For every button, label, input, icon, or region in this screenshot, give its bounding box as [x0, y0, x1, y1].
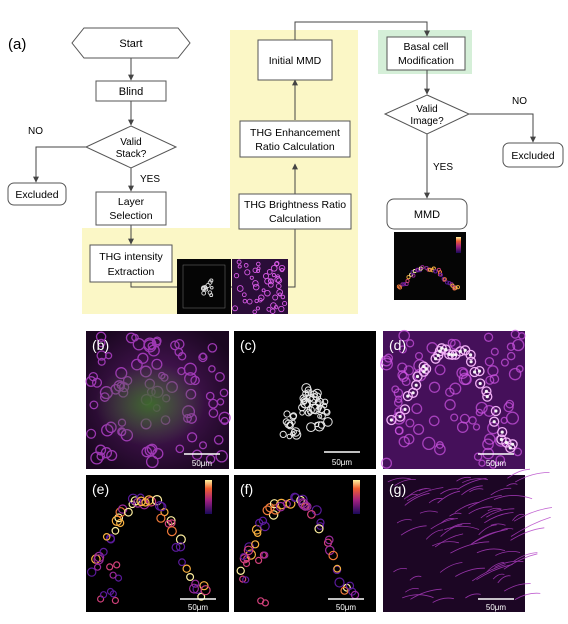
- panel-g-scale-label: 50μm: [486, 603, 507, 612]
- initial-mmd-label: Initial MMD: [269, 55, 322, 67]
- thg-enhancement-node: [239, 120, 351, 158]
- layer-selection-node: [95, 191, 167, 226]
- initial-mmd-node: [257, 39, 333, 81]
- panel-f-scale-label: 50μm: [336, 603, 357, 612]
- mmd-node: [386, 198, 468, 230]
- yes-left-label: YES: [140, 174, 160, 185]
- panel-f-label: (f): [240, 481, 253, 497]
- yes-right-label: YES: [433, 162, 453, 173]
- panel-b-label: (b): [92, 337, 109, 353]
- panel-e-label: (e): [92, 481, 109, 497]
- panel-c-label: (c): [240, 337, 256, 353]
- panel-f-colorbar: [353, 480, 360, 514]
- panel-d-scale-label: 50μm: [486, 459, 507, 468]
- thg-intensity-line2: Extraction: [108, 266, 155, 278]
- basal-cell-node: [386, 36, 466, 71]
- panel-e-scale-label: 50μm: [188, 603, 209, 612]
- thg-enhancement-line1: THG Enhancement: [250, 127, 340, 139]
- excluded-left-node: [7, 182, 67, 206]
- start-label: Start: [119, 38, 142, 50]
- panel-c-scale-label: 50μm: [332, 458, 353, 467]
- excluded-right-node: [502, 142, 564, 168]
- start-node: [71, 27, 191, 59]
- no-right-label: NO: [512, 96, 527, 107]
- valid-stack-decision: [84, 125, 178, 169]
- excluded-left-label: Excluded: [15, 189, 58, 201]
- highlight-yellow-region: [82, 30, 358, 314]
- panel-c: (c) 50μm: [234, 331, 376, 469]
- thg-intensity-line1: THG intensity: [99, 251, 163, 263]
- thumbnail-overlay: [232, 259, 288, 315]
- blind-label: Blind: [119, 86, 143, 98]
- thumbnail-mask: [177, 259, 231, 314]
- basal-cell-line2: Modification: [398, 55, 454, 67]
- panel-e: (e) 50μm: [86, 475, 229, 612]
- panel-b-scale-label: 50μm: [192, 459, 213, 468]
- thumbnail-heatmap: [394, 232, 466, 300]
- thg-brightness-line2: Calculation: [269, 213, 321, 225]
- panel-b-green-region: [95, 362, 205, 446]
- panel-b: (b) 50μm: [85, 331, 231, 469]
- thg-enhancement-line2: Ratio Calculation: [255, 141, 335, 153]
- thg-brightness-node: [238, 193, 352, 230]
- layer-selection-line1: Layer: [118, 196, 145, 208]
- panel-d: (d) 50μm: [380, 329, 526, 469]
- blind-node: [95, 80, 167, 102]
- panel-g-label: (g): [389, 481, 406, 497]
- panel-d-label: (d): [389, 337, 406, 353]
- mmd-label: MMD: [414, 209, 440, 221]
- no-left-label: NO: [28, 126, 43, 137]
- valid-image-line1: Valid: [416, 104, 438, 115]
- thg-brightness-line1: THG Brightness Ratio: [244, 199, 346, 211]
- panel-e-colorbar: [205, 480, 212, 514]
- basal-cell-line1: Basal cell: [404, 41, 449, 53]
- excluded-right-label: Excluded: [511, 150, 554, 162]
- valid-stack-line1: Valid: [120, 137, 142, 148]
- panel-g: (g) 50μm: [383, 468, 553, 612]
- layer-selection-line2: Selection: [109, 210, 152, 222]
- valid-image-line2: Image?: [410, 116, 444, 127]
- panel-g-image: [383, 475, 525, 612]
- thg-intensity-node: [89, 244, 173, 283]
- valid-image-decision: [383, 94, 471, 135]
- valid-stack-line2: Stack?: [116, 149, 147, 160]
- panel-f: (f) 50μm: [234, 475, 376, 612]
- panel-f-image: [234, 475, 376, 612]
- panel-label-a: (a): [8, 36, 26, 53]
- flowchart-panel: (a) Start Blind Valid Stack? N: [7, 21, 564, 315]
